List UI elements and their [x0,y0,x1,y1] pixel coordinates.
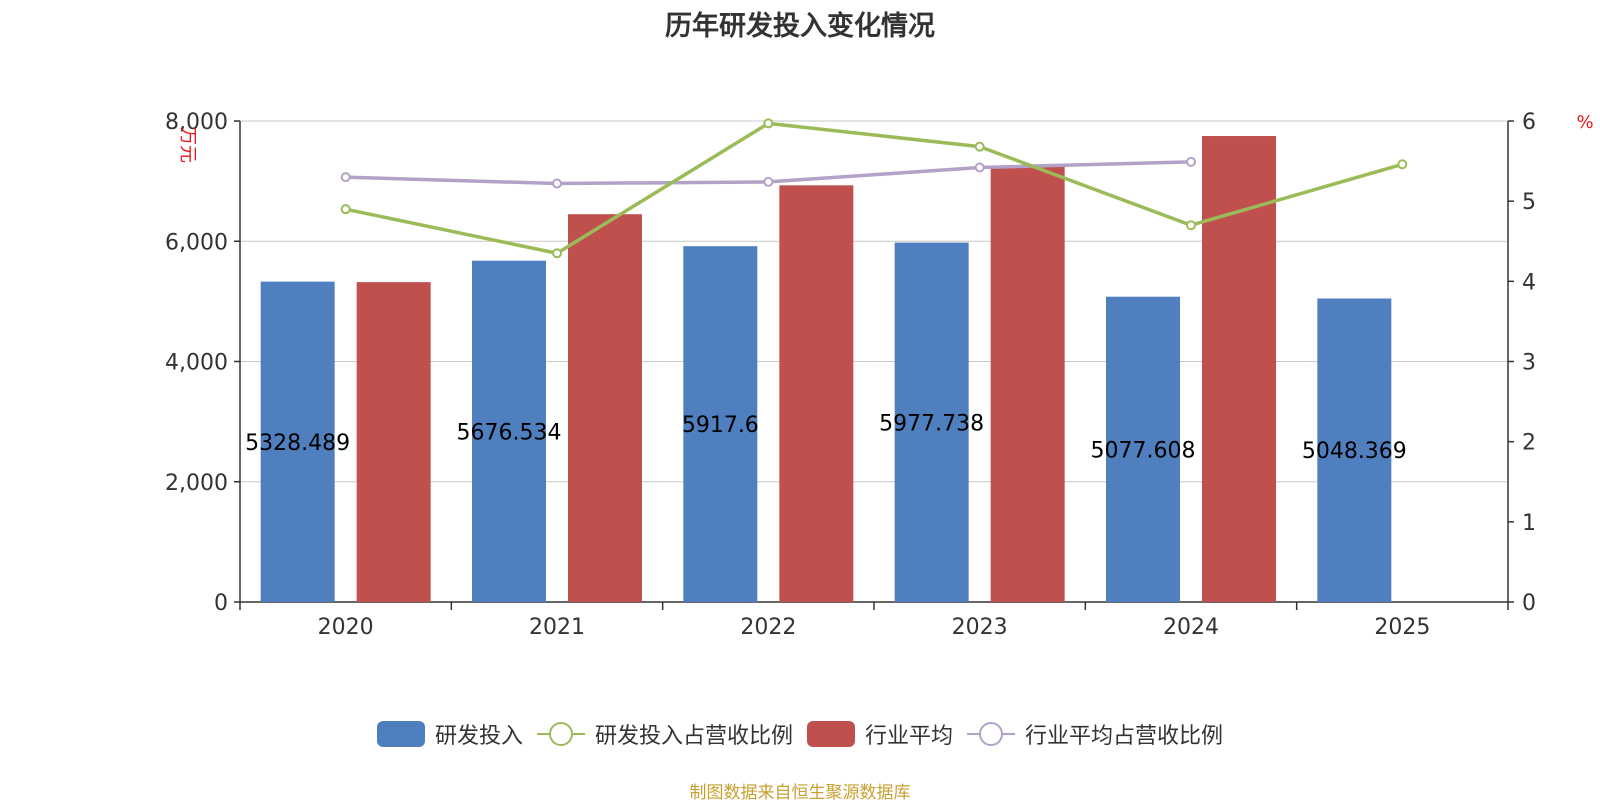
left-axis-tick-label: 6,000 [165,230,228,255]
source-note: 制图数据来自恒生聚源数据库 [689,783,911,803]
legend-bar-swatch [376,721,425,747]
chart-title: 历年研发投入变化情况 [665,11,935,42]
bar-rd-label-2025: 5048.369 [1302,439,1407,464]
bar-industry-2022 [779,185,854,603]
bar-rd-label-2024: 5077.608 [1091,438,1196,463]
line-industry-ratio-point [1186,156,1196,167]
left-axis-tick-label: 4,000 [165,351,228,376]
bar-rd-2020 [260,281,335,602]
x-axis-tick-label: 2023 [952,615,1008,640]
line-rd-ratio-point [1186,220,1196,231]
legend-label: 研发投入 [434,724,523,749]
line-rd-ratio-point [974,141,985,152]
legend-item[interactable]: 研发投入占营收比例 [536,718,793,750]
legend-line-marker [979,722,1004,746]
line-rd-ratio [345,121,1403,256]
line-rd-ratio-point [1397,159,1408,170]
line-industry-ratio-point [340,172,351,183]
right-axis-unit: % [1576,112,1593,133]
bar-rd-label-2022: 5917.6 [682,413,759,438]
line-rd-ratio-point [552,248,562,259]
bar-rd-label-2023: 5977.738 [879,411,984,436]
line-rd-ratio-point [763,118,774,129]
bar-rd-2022 [683,246,758,603]
bar-industry-2020 [356,282,431,602]
bar-industry-2024 [1202,136,1276,602]
bar-industry-2021 [568,214,642,602]
legend-item[interactable]: 行业平均 [807,718,953,750]
left-axis-tick-label: 0 [214,591,228,616]
legend-line-swatch [967,721,1016,747]
bar-rd-2024 [1106,296,1180,602]
legend-line-swatch [536,721,585,747]
legend-label: 行业平均 [865,724,954,749]
legend-bar-swatch [807,721,855,747]
bar-rd-label-2021: 5676.534 [457,420,562,445]
left-axis-tick-label: 8,000 [165,110,228,135]
legend-item[interactable]: 研发投入 [376,718,523,750]
line-rd-ratio-point [340,204,351,215]
right-axis-tick-label: 1 [1522,511,1536,536]
x-axis-tick-label: 2021 [529,615,585,640]
bar-rd-label-2020: 5328.489 [245,431,350,456]
right-axis-tick-label: 0 [1522,591,1536,616]
x-axis-tick-label: 2024 [1163,615,1219,640]
x-axis-tick-label: 2020 [318,615,374,640]
bar-rd-2025 [1317,298,1392,602]
line-industry-ratio-point [974,162,985,173]
right-axis-tick-label: 2 [1522,431,1536,456]
line-industry-ratio-point [552,178,562,189]
x-axis-tick-label: 2025 [1374,615,1430,640]
legend-label: 研发投入占营收比例 [594,724,793,749]
right-axis-tick-label: 6 [1522,110,1536,135]
right-axis-tick-label: 5 [1522,190,1536,215]
left-axis-unit: 万元 [177,127,198,163]
right-axis-tick-label: 3 [1522,351,1536,376]
chart-legend: 研发投入 研发投入占营收比例 行业平均 行业平均占营收比例 [0,718,1600,750]
legend-label: 行业平均占营收比例 [1025,724,1224,749]
bar-rd-2021 [472,260,546,602]
right-axis-tick-label: 4 [1522,270,1536,295]
line-industry-ratio-point [763,176,774,187]
left-axis-tick-label: 2,000 [165,471,228,496]
bar-rd-2023 [894,242,969,602]
legend-line-marker [548,722,573,746]
x-axis-tick-label: 2022 [740,615,796,640]
legend-item[interactable]: 行业平均占营收比例 [967,718,1223,750]
bar-industry-2023 [990,166,1065,602]
chart-plot: 0 2,000 4,000 6,000 8,000 0 1 2 3 4 5 6 2020 2021 2022… [165,110,1594,640]
